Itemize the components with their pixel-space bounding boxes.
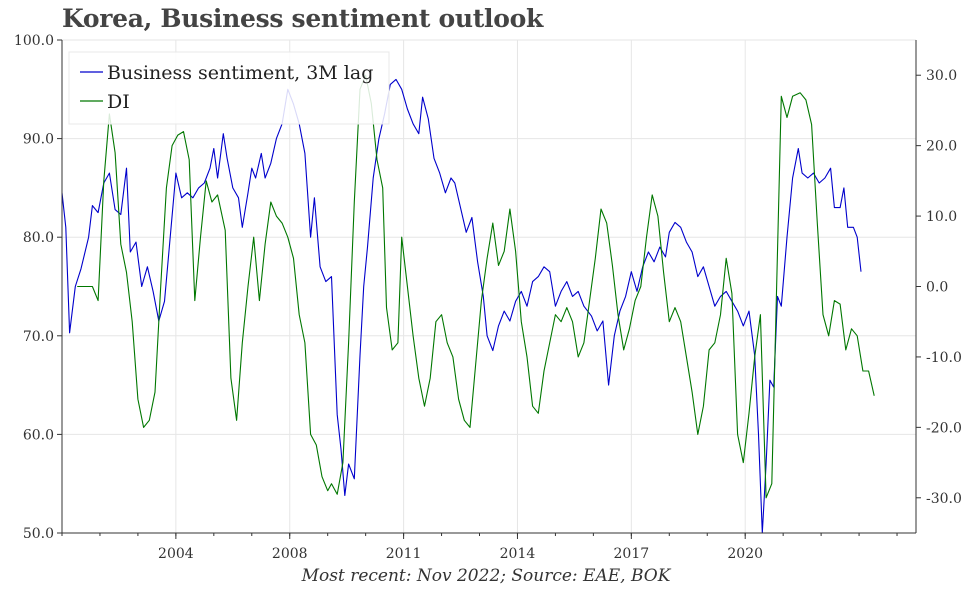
series-line-business-sentiment bbox=[61, 78, 862, 534]
chart-title: Korea, Business sentiment outlook bbox=[62, 4, 544, 33]
y-right-tick-label: 10.0 bbox=[926, 209, 957, 225]
y-left-tick-label: 100.0 bbox=[14, 33, 54, 49]
legend: Business sentiment, 3M lag DI bbox=[68, 51, 390, 125]
axes: 50.0 60.0 70.0 80.0 90.0 100.0 -30.0 -20.0 -10.0… bbox=[14, 33, 962, 562]
legend-box bbox=[68, 51, 390, 125]
y-right-tick-label: 30.0 bbox=[926, 68, 957, 84]
y-right-tick-label: -10.0 bbox=[926, 350, 962, 366]
series-line-di bbox=[77, 74, 875, 499]
x-tick-label: 2014 bbox=[500, 546, 536, 562]
x-tick-label: 2020 bbox=[727, 546, 763, 562]
y-left-tick-label: 70.0 bbox=[23, 329, 54, 345]
series-lines bbox=[61, 74, 875, 534]
y-right-tick-label: -30.0 bbox=[926, 491, 962, 507]
x-tick-label: 2017 bbox=[614, 546, 650, 562]
x-tick-label: 2011 bbox=[386, 546, 422, 562]
legend-label-business-sentiment: Business sentiment, 3M lag bbox=[107, 62, 373, 84]
x-tick-label: 2004 bbox=[158, 546, 194, 562]
y-right-tick-label: 0.0 bbox=[926, 280, 948, 296]
y-left-tick-label: 90.0 bbox=[23, 132, 54, 148]
y-right-tick-label: -20.0 bbox=[926, 420, 962, 436]
legend-label-di: DI bbox=[107, 91, 130, 113]
y-right-tick-label: 20.0 bbox=[926, 139, 957, 155]
chart-caption: Most recent: Nov 2022; Source: EAE, BOK bbox=[301, 566, 671, 586]
y-left-tick-label: 50.0 bbox=[23, 526, 54, 542]
y-left-tick-label: 80.0 bbox=[23, 230, 54, 246]
y-left-tick-label: 60.0 bbox=[23, 427, 54, 443]
x-tick-label: 2008 bbox=[272, 546, 308, 562]
